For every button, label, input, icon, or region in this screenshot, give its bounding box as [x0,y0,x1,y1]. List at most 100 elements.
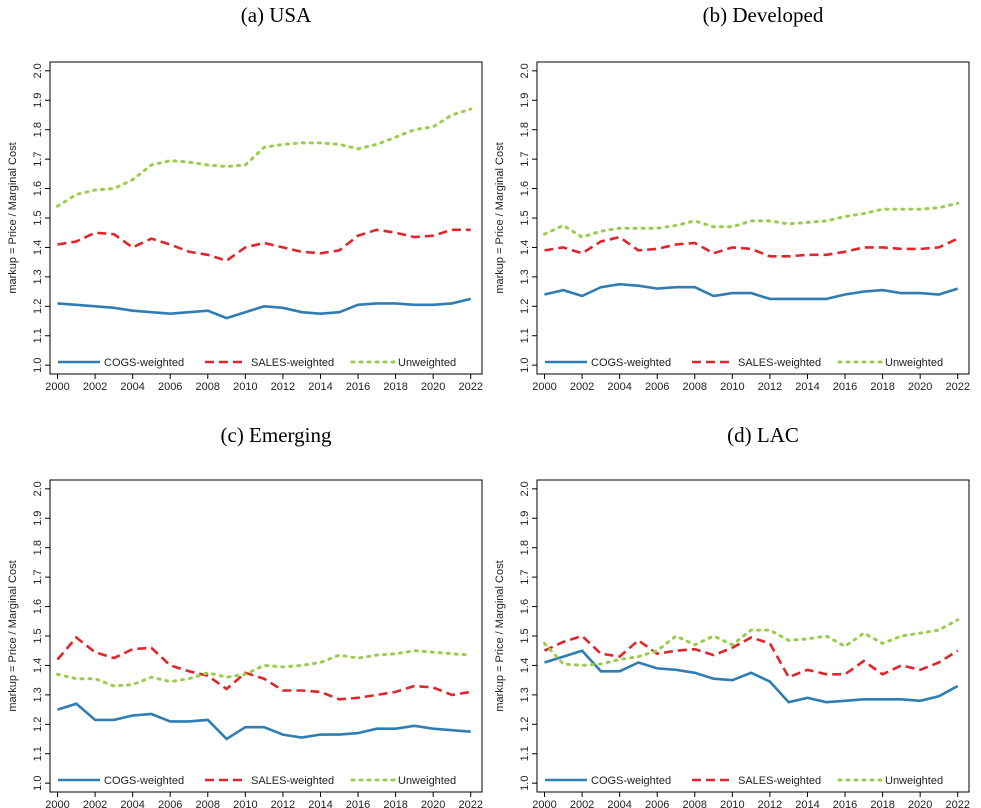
x-tick-label: 2020 [421,799,445,808]
x-tick-label: 2000 [45,381,69,393]
series-line [544,649,959,704]
y-tick-label: 1.7 [32,569,44,584]
x-tick-label: 2016 [833,381,857,393]
y-tick-label: 1.9 [519,511,531,526]
panel-title: (b) Developed [703,3,824,27]
y-tick-label: 1.4 [519,240,531,255]
x-tick-label: 2006 [645,799,669,808]
series-line [544,282,959,301]
y-tick-label: 1.0 [32,358,44,373]
x-tick-label: 2014 [308,381,332,393]
plot-frame [49,479,483,793]
x-tick-label: 2010 [233,799,257,808]
x-tick-label: 2006 [645,381,669,393]
x-tick-label: 2020 [421,381,445,393]
y-tick-label: 1.5 [519,210,531,225]
x-tick-label: 2016 [346,381,370,393]
legend-label: Unweighted [398,775,456,787]
legend-label: Unweighted [398,357,456,369]
y-tick-label: 1.5 [519,628,531,643]
x-tick-label: 2004 [120,799,144,808]
x-tick-label: 2008 [196,381,220,393]
y-tick-label: 1.4 [519,658,531,673]
y-tick-label: 1.2 [32,299,44,314]
y-tick-label: 1.7 [519,569,531,584]
y-axis-label: markup = Price / Marginal Cost [494,560,506,711]
panel-title: (c) Emerging [221,423,332,447]
y-tick-label: 1.9 [32,511,44,526]
y-tick-label: 1.8 [519,540,531,555]
x-tick-label: 2008 [683,799,707,808]
y-tick-label: 1.2 [519,299,531,314]
x-tick-label: 2018 [383,799,407,808]
x-tick-label: 2018 [870,799,894,808]
series-line [57,297,472,320]
x-tick-label: 2012 [758,381,782,393]
x-tick-label: 2000 [532,381,556,393]
x-tick-label: 2012 [271,799,295,808]
x-tick-label: 2010 [233,381,257,393]
x-tick-label: 2016 [346,799,370,808]
x-tick-label: 2004 [607,381,631,393]
x-tick-label: 2006 [158,381,182,393]
x-tick-label: 2010 [720,799,744,808]
y-tick-label: 2.0 [519,63,531,78]
y-axis-label: markup = Price / Marginal Cost [7,560,19,711]
x-tick-label: 2000 [45,799,69,808]
y-tick-label: 1.7 [519,151,531,166]
y-tick-label: 1.6 [519,181,531,196]
legend-label: SALES-weighted [738,775,821,787]
series-line [543,201,960,239]
series-line [56,107,473,208]
y-tick-label: 1.3 [32,269,44,284]
y-tick-label: 1.0 [519,776,531,791]
x-tick-label: 2020 [908,381,932,393]
legend-label: COGS-weighted [104,775,184,787]
x-tick-label: 2014 [308,799,332,808]
y-tick-label: 1.1 [32,746,44,761]
y-tick-label: 2.0 [32,63,44,78]
y-tick-label: 1.8 [519,122,531,137]
y-tick-label: 1.3 [519,269,531,284]
x-tick-label: 2000 [532,799,556,808]
y-tick-label: 1.1 [32,328,44,343]
legend-label: SALES-weighted [251,357,334,369]
y-tick-label: 1.9 [519,93,531,108]
x-tick-label: 2002 [570,381,594,393]
series-line [56,649,473,688]
y-tick-label: 1.5 [32,210,44,225]
legend-label: Unweighted [885,775,943,787]
legend-label: COGS-weighted [104,357,184,369]
x-tick-label: 2014 [795,381,819,393]
x-tick-label: 2004 [120,381,144,393]
panel-title: (a) USA [241,3,312,27]
x-tick-label: 2014 [795,799,819,808]
x-tick-label: 2002 [83,381,107,393]
x-tick-label: 2022 [458,381,482,393]
x-tick-label: 2022 [945,799,969,808]
x-tick-label: 2012 [271,381,295,393]
y-tick-label: 1.8 [32,540,44,555]
x-tick-label: 2020 [908,799,932,808]
x-tick-label: 2012 [758,799,782,808]
x-tick-label: 2004 [607,799,631,808]
y-tick-label: 1.0 [519,358,531,373]
series-line [57,228,471,263]
y-tick-label: 2.0 [32,481,44,496]
x-tick-label: 2002 [83,799,107,808]
legend-label: COGS-weighted [591,775,671,787]
series-line [544,235,959,258]
x-tick-label: 2002 [570,799,594,808]
legend-label: Unweighted [885,357,943,369]
x-tick-label: 2010 [720,381,744,393]
y-tick-label: 1.3 [32,687,44,702]
x-tick-label: 2016 [833,799,857,808]
x-tick-label: 2018 [383,381,407,393]
x-tick-label: 2006 [158,799,182,808]
plot-frame [49,61,483,375]
y-tick-label: 1.1 [519,328,531,343]
y-tick-label: 1.1 [519,746,531,761]
y-tick-label: 1.2 [32,717,44,732]
y-tick-label: 2.0 [519,481,531,496]
legend-label: COGS-weighted [591,357,671,369]
